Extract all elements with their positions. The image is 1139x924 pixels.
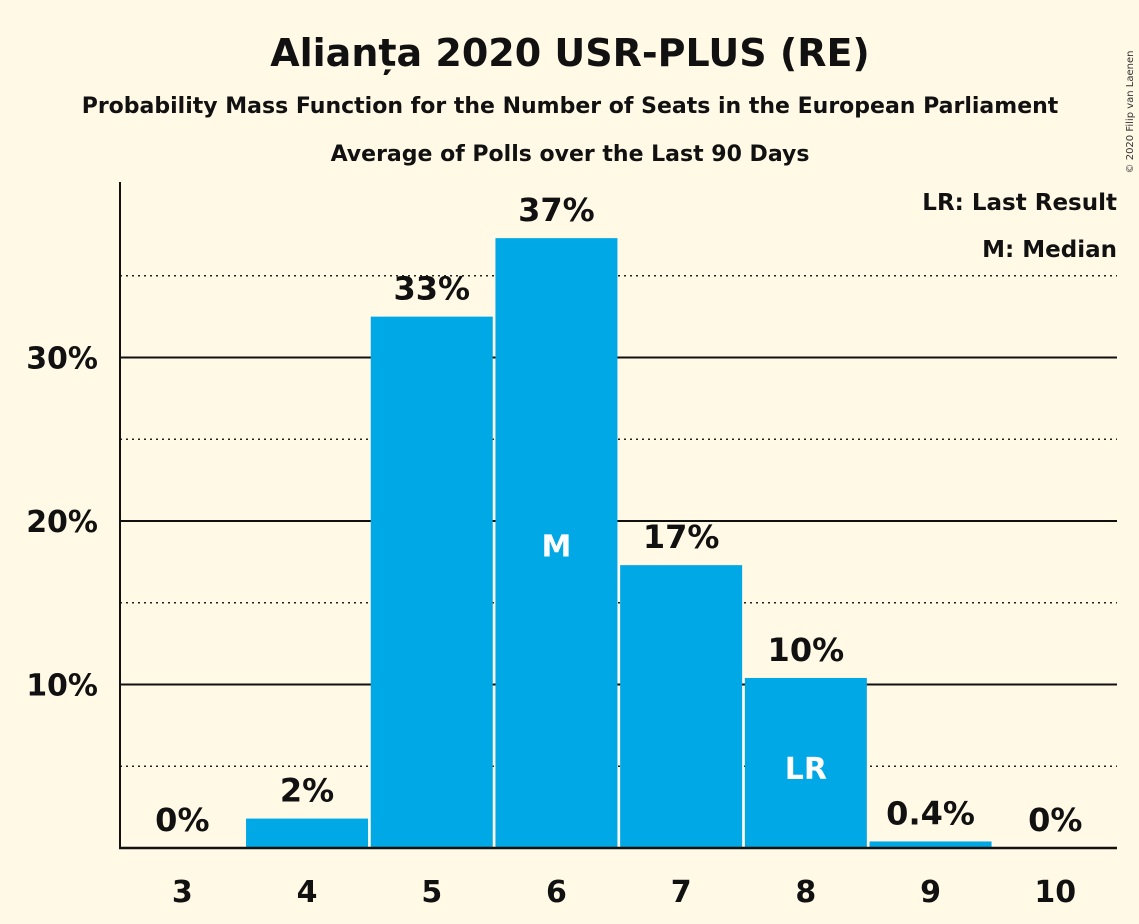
data-label: 37% — [518, 191, 595, 229]
chart-subtitle-2: Average of Polls over the Last 90 Days — [331, 142, 810, 167]
x-tick-label: 6 — [546, 875, 567, 910]
last-result-marker: LR — [785, 752, 827, 787]
bar — [869, 841, 992, 848]
x-tick-label: 10 — [1034, 875, 1076, 910]
data-label: 0.4% — [886, 794, 975, 832]
data-label: 0% — [1028, 801, 1082, 839]
data-label: 0% — [155, 801, 209, 839]
data-label: 10% — [768, 631, 845, 669]
bar — [370, 316, 493, 848]
median-marker: M — [542, 530, 572, 565]
x-tick-label: 3 — [172, 875, 193, 910]
x-tick-label: 8 — [795, 875, 816, 910]
data-label: 17% — [643, 518, 720, 556]
x-tick-label: 7 — [671, 875, 692, 910]
copyright-notice: © 2020 Filip van Laenen — [1125, 51, 1136, 174]
bar — [495, 238, 618, 848]
y-tick-label: 10% — [26, 669, 98, 704]
legend-last-result: LR: Last Result — [922, 190, 1117, 216]
bar — [620, 565, 743, 848]
data-label: 33% — [393, 270, 470, 308]
bar — [744, 677, 867, 848]
bar — [246, 818, 369, 848]
chart-title: Alianța 2020 USR-PLUS (RE) — [270, 31, 870, 75]
legend-median: M: Median — [982, 237, 1117, 263]
data-label: 2% — [280, 772, 334, 810]
y-tick-label: 20% — [26, 505, 98, 540]
x-tick-label: 4 — [297, 875, 318, 910]
plot-area: 10% 20% 30% 0% 3 2% 4 33% 5 37% 6 17% 7 10% 8 0.4% 9 0% 10… — [26, 182, 1117, 910]
chart-subtitle: Probability Mass Function for the Number… — [82, 94, 1059, 119]
y-tick-label: 30% — [26, 342, 98, 377]
x-tick-label: 5 — [421, 875, 442, 910]
x-tick-label: 9 — [920, 875, 941, 910]
